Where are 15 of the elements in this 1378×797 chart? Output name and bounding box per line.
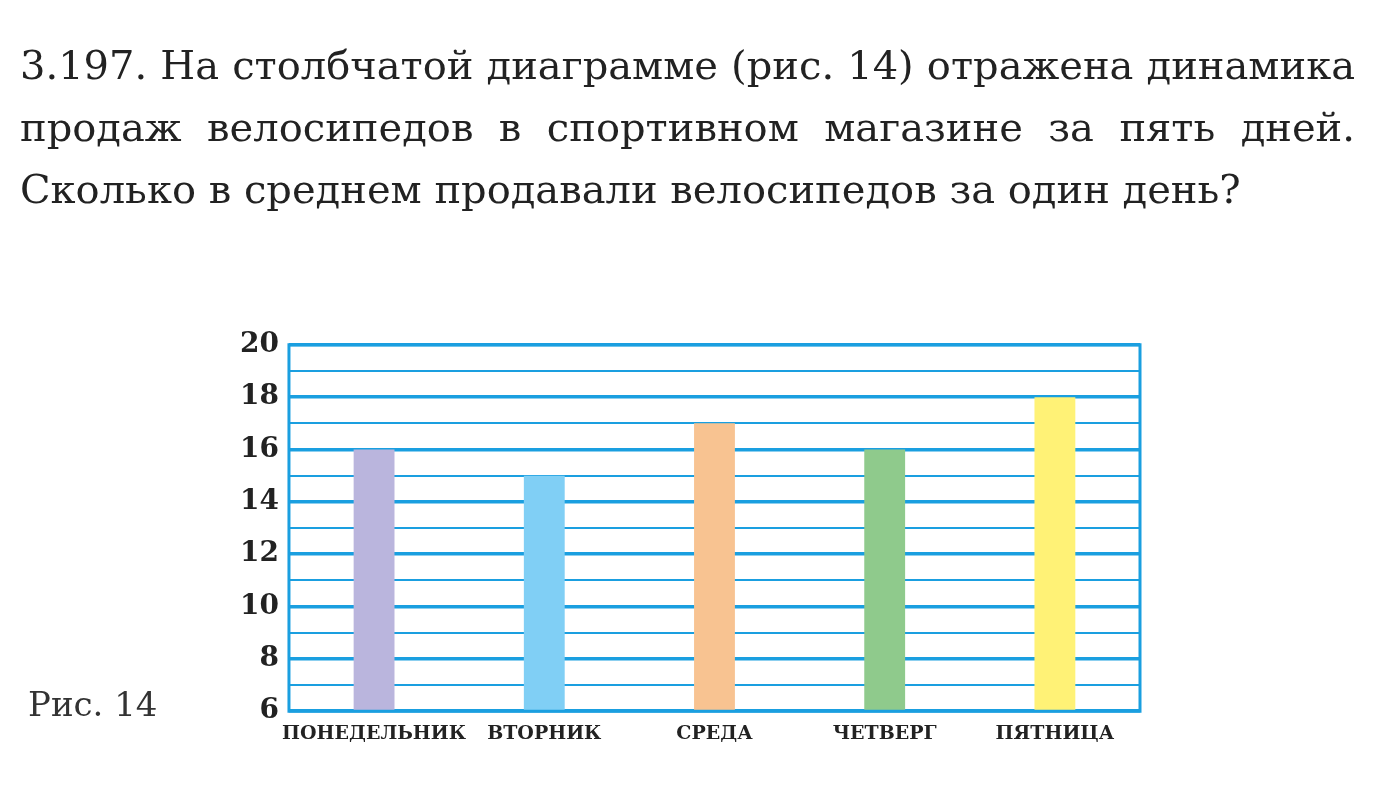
y-tick-label: 8 — [259, 640, 279, 674]
y-tick-label: 16 — [240, 430, 279, 464]
y-tick-label: 18 — [240, 378, 279, 412]
text: Рис. 14 — [28, 684, 158, 724]
y-tick-label: 14 — [240, 483, 279, 517]
y-tick-label: 12 — [240, 535, 279, 569]
x-tick-label: ВТОРНИК — [487, 720, 603, 743]
chart-title: 3.197. На столбчатой диаграмме (рис. 14) отражена динамика продаж велосипедов в спортивном магазине за пять дней. Сколько в среднем продавали велосипедов за один день? — [20, 41, 1355, 214]
y-tick-label: 10 — [240, 587, 279, 621]
x-tick-label: ПОНЕДЕЛЬНИК — [282, 720, 467, 743]
y-tick-label: 20 — [240, 326, 279, 360]
x-tick-label: ПЯТНИЦА — [995, 720, 1115, 743]
y-tick-label: 6 — [259, 692, 279, 726]
x-tick-label: СРЕДА — [676, 720, 754, 743]
x-tick-label: ЧЕТВЕРГ — [832, 720, 937, 743]
